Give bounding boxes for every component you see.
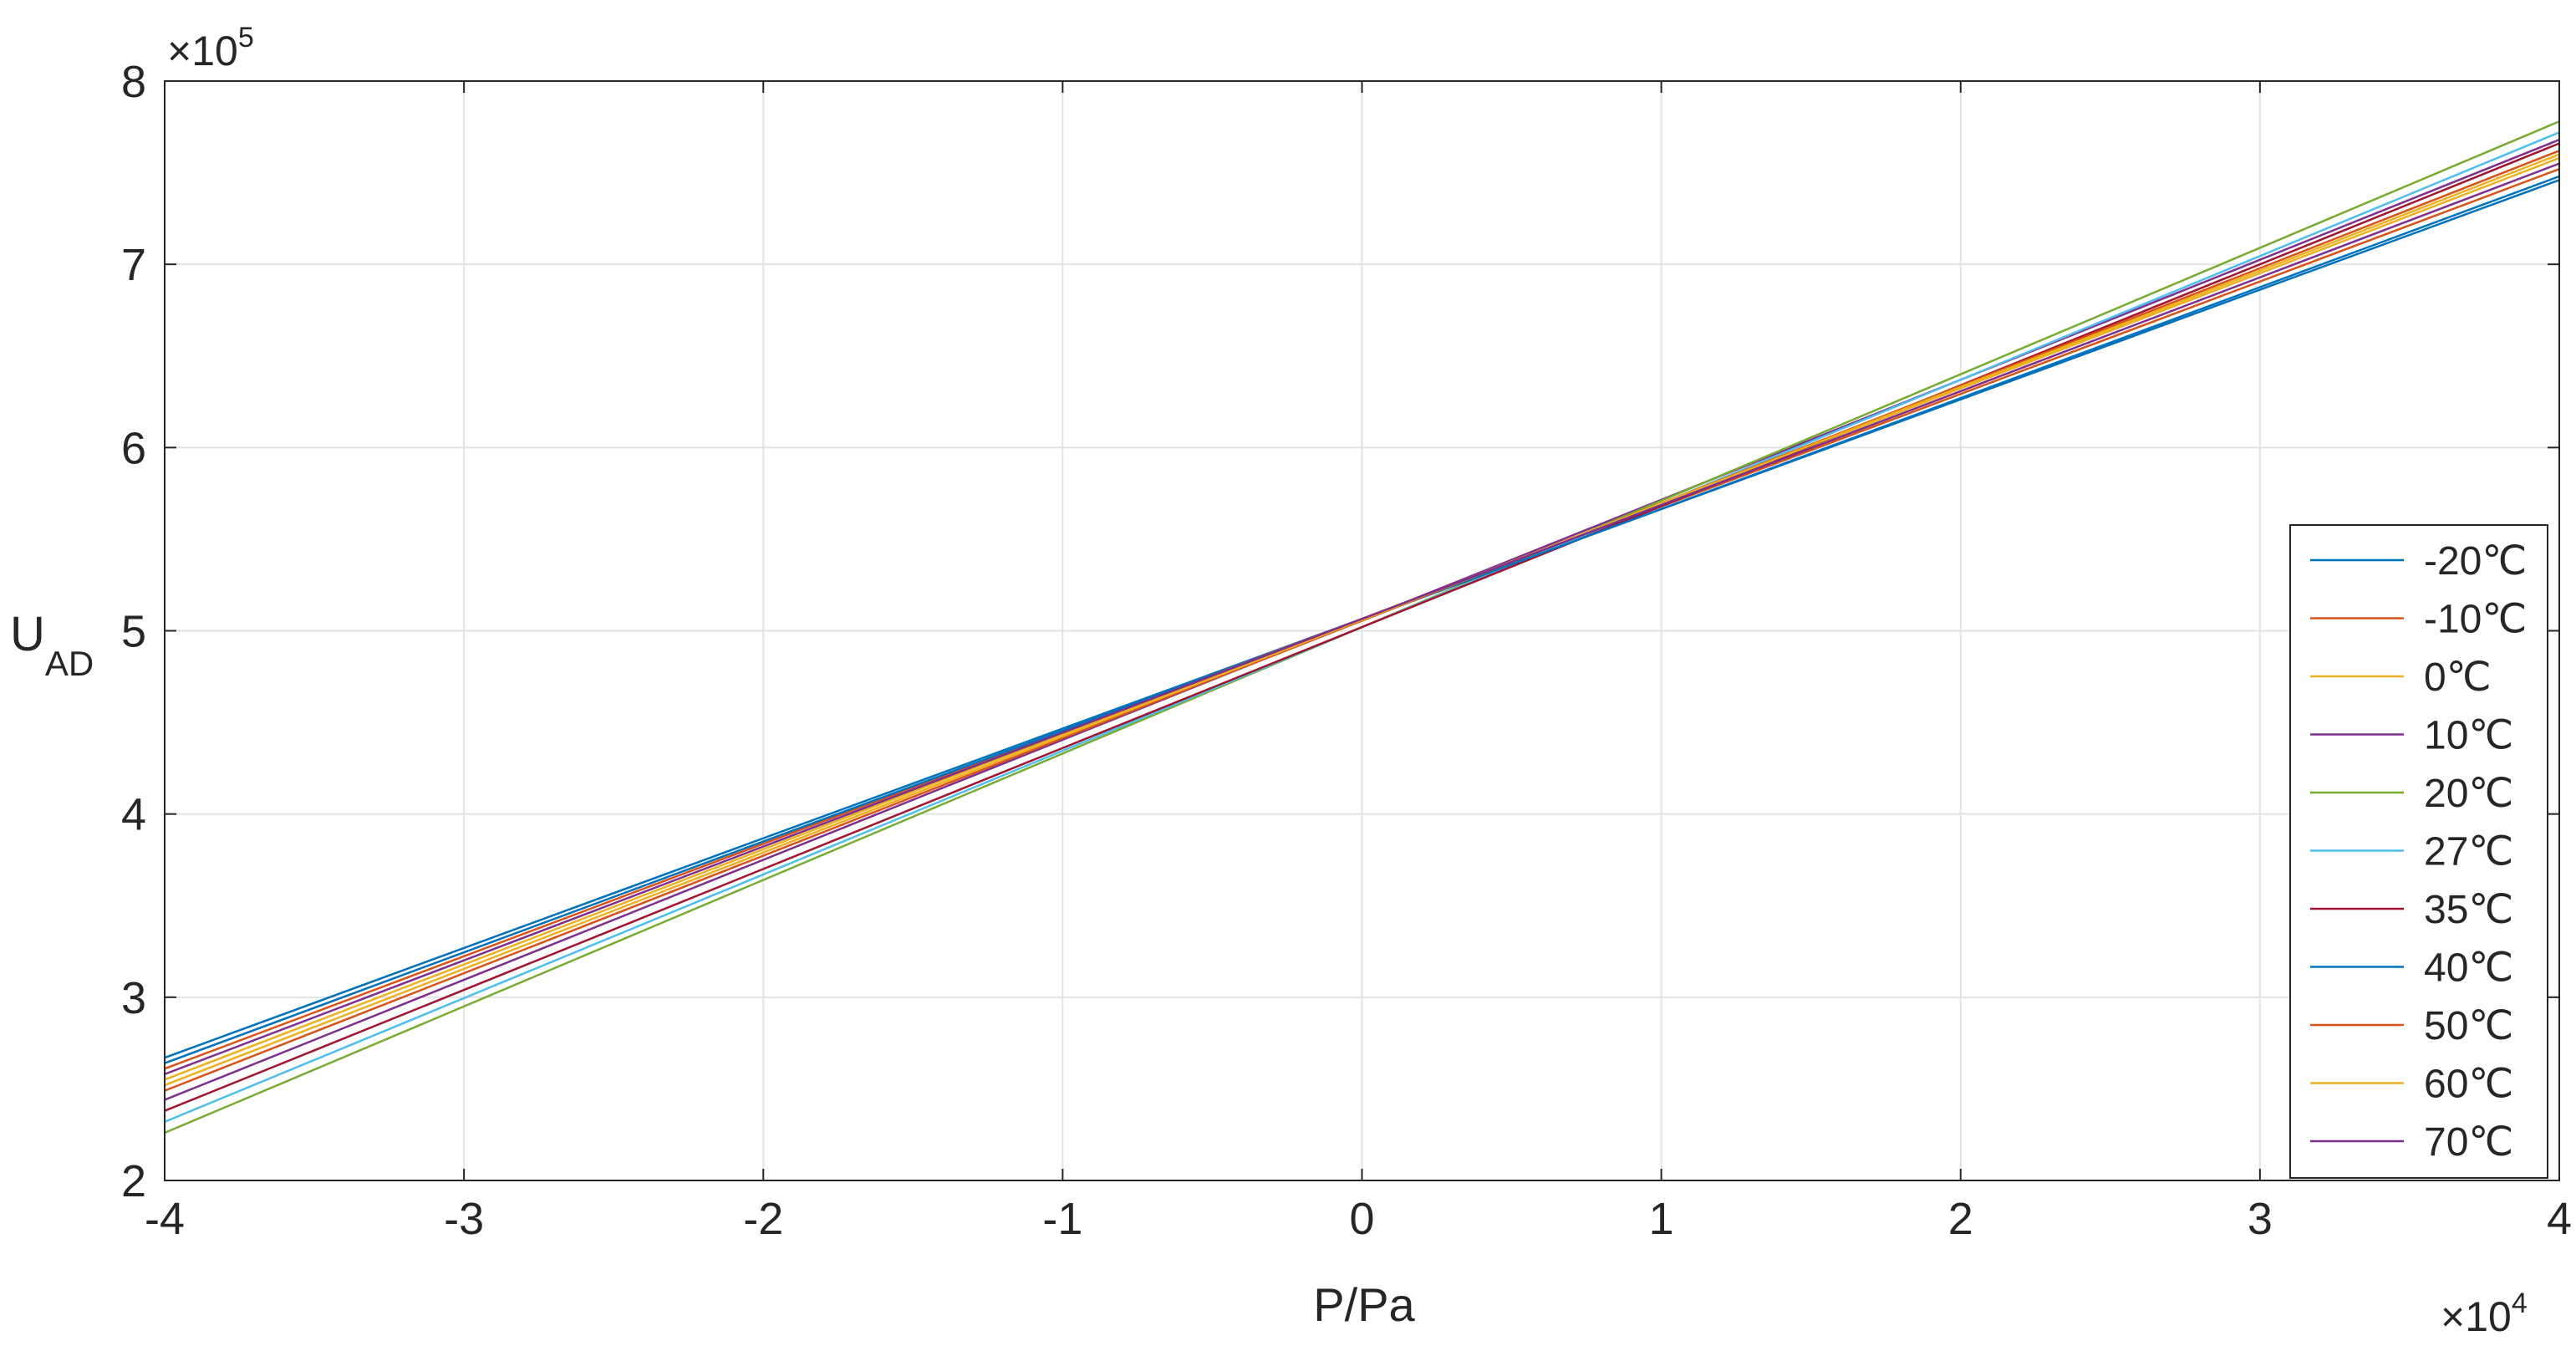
legend-label: 20℃	[2424, 772, 2513, 816]
y-tick-label: 5	[121, 607, 146, 657]
x-tick-label: -4	[145, 1194, 185, 1244]
legend-items: -20℃ -10℃ 0℃ 10℃ 20℃ 27℃ 35℃ 40℃ 50℃ 60℃ 70℃	[2310, 539, 2527, 1165]
x-tick-label: -3	[444, 1194, 484, 1244]
x-tick-label: 4	[2547, 1194, 2572, 1244]
series-lines	[164, 120, 2560, 1134]
x-tick-label: 1	[1649, 1194, 1674, 1244]
x-tick-label: -2	[743, 1194, 783, 1244]
legend-label: 0℃	[2424, 655, 2492, 700]
legend-label: 50℃	[2424, 1004, 2513, 1048]
x-tick-label: 0	[1349, 1194, 1374, 1244]
y-tick-label: 4	[121, 790, 146, 840]
legend-label: 27℃	[2424, 830, 2513, 874]
y-tick-label: 7	[121, 240, 146, 290]
y-tick-label: 3	[121, 973, 146, 1023]
axis-ticks	[164, 80, 2560, 1181]
x-axis-label: P/Pa	[1313, 1278, 1415, 1331]
y-tick-labels: 2 3 4 5 6 7 8	[121, 57, 146, 1206]
y-axis-label: UAD	[10, 607, 94, 683]
x-tick-label: 2	[1948, 1194, 1973, 1244]
legend: -20℃ -10℃ 0℃ 10℃ 20℃ 27℃ 35℃ 40℃ 50℃ 60℃ 70℃	[2289, 524, 2548, 1179]
legend-label: -20℃	[2424, 539, 2527, 584]
x-tick-label: 3	[2248, 1194, 2273, 1244]
legend-label: 35℃	[2424, 888, 2513, 932]
x-tick-label: -1	[1042, 1194, 1082, 1244]
y-tick-label: 6	[121, 423, 146, 473]
x-axis-multiplier: ×104	[2441, 1287, 2528, 1340]
x-tick-labels: -4 -3 -2 -1 0 1 2 3 4	[145, 1194, 2572, 1244]
series-line	[164, 162, 2560, 1076]
legend-label: 10℃	[2424, 714, 2513, 758]
legend-label: 40℃	[2424, 946, 2513, 991]
y-tick-label: 8	[121, 57, 146, 107]
series-line	[164, 142, 2560, 1112]
y-axis-multiplier: ×105	[167, 22, 254, 74]
legend-label: 60℃	[2424, 1063, 2513, 1107]
y-tick-label: 2	[121, 1156, 146, 1206]
legend-label: 70℃	[2424, 1120, 2513, 1165]
legend-label: -10℃	[2424, 598, 2527, 642]
